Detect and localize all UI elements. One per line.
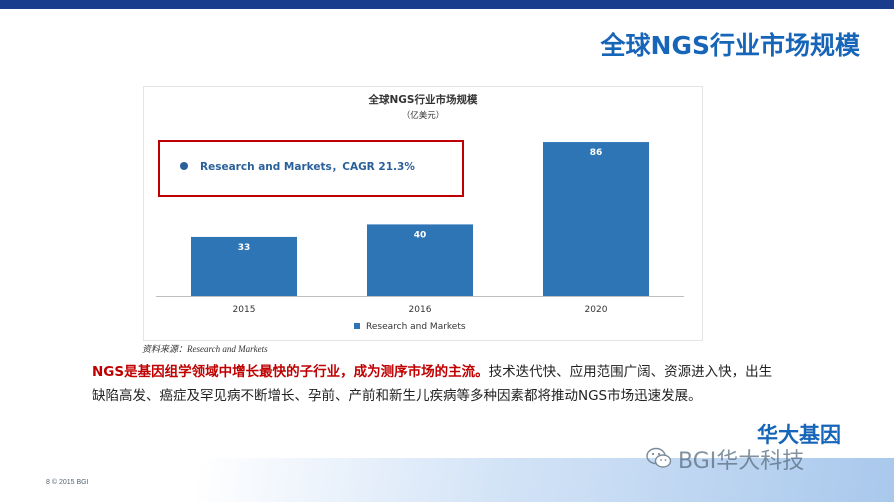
data-label-2020: 86 [590, 148, 603, 158]
callout-bullet [180, 162, 188, 170]
bar-2015 [191, 236, 297, 296]
chart-title: 全球NGS行业市场规模 [368, 93, 478, 106]
bgi-logo-text: 华大基因 [757, 423, 841, 447]
callout-box [158, 140, 464, 197]
watermark-text: BGI华大科技 [678, 449, 805, 474]
chart-subtitle: （亿美元） [402, 110, 445, 121]
x-tick-label-2020: 2020 [585, 305, 608, 315]
bar-2016 [367, 224, 473, 296]
callout-text: Research and Markets，CAGR 21.3% [200, 161, 415, 173]
data-label-2015: 33 [238, 243, 251, 253]
bar-2020 [543, 142, 649, 296]
data-label-2016: 40 [414, 230, 427, 240]
bar-chart: 全球NGS行业市场规模 （亿美元） 33 2015 40 2016 86 2020 Resear… [156, 93, 684, 332]
x-tick-label-2015: 2015 [233, 305, 256, 315]
body-paragraph: NGS是基因组学领域中增长最快的子行业，成为测序市场的主流。技术迭代快、应用范围… [92, 360, 782, 408]
top-accent-bar [0, 0, 894, 9]
body-rest: 技术迭代快、应用范围广阔、资源进入快，出生缺陷高发、癌症及罕见病不断增长、孕前、… [92, 364, 773, 404]
source-note: 资料来源：Research and Markets [142, 344, 268, 354]
chart-panel: 全球NGS行业市场规模 （亿美元） 33 2015 40 2016 86 2020 Resear… [143, 86, 703, 341]
wechat-icon [646, 447, 672, 468]
legend-label: Research and Markets [366, 322, 466, 332]
x-tick-label-2016: 2016 [409, 305, 432, 315]
slide-title: 全球NGS行业市场规模 [600, 31, 860, 60]
body-highlight: NGS是基因组学领域中增长最快的子行业，成为测序市场的主流。 [92, 364, 489, 380]
bottom-gradient-band [0, 458, 894, 502]
legend-swatch [354, 323, 360, 329]
footer-page-info: 8 © 2015 BGI [46, 479, 89, 486]
